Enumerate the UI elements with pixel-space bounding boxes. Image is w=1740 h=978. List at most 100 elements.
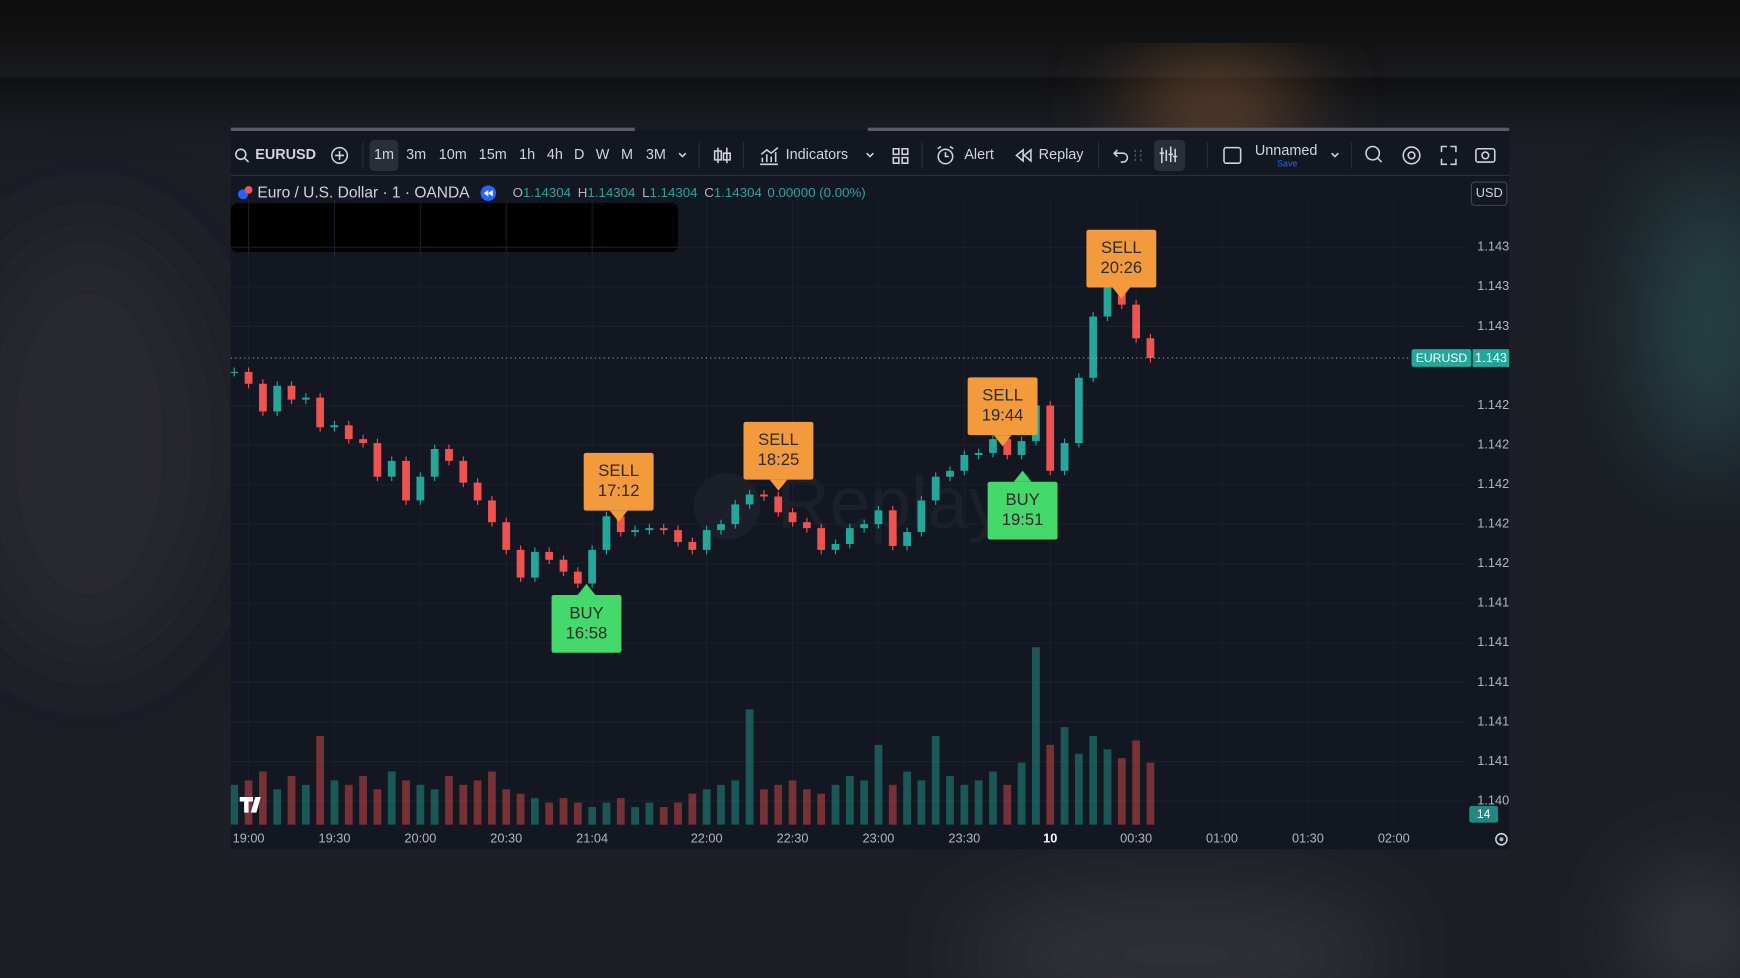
candle-body: [802, 522, 811, 529]
candle-body: [760, 494, 768, 497]
candle-body: [387, 460, 396, 477]
indicators-icon[interactable]: [760, 147, 779, 166]
signal-pointer: [1013, 470, 1032, 482]
plus-icon: [335, 150, 345, 160]
x-tick-label: 21:04: [576, 831, 608, 846]
candle-body: [788, 512, 797, 523]
save-label[interactable]: Save: [1277, 159, 1297, 169]
replay-button[interactable]: Replay: [1039, 147, 1085, 163]
symbol-name[interactable]: Euro / U.S. Dollar · 1 · OANDA: [257, 184, 470, 201]
candle-body: [445, 449, 453, 461]
x-tick-label: 19:30: [319, 831, 351, 846]
fullscreen-button[interactable]: [1440, 145, 1457, 166]
symbol[interactable]: EURUSD: [255, 147, 316, 163]
volume-bar: [488, 771, 496, 825]
settings-button[interactable]: [1402, 146, 1421, 165]
candle-body: [559, 559, 568, 572]
y-tick-label: 1.143: [1477, 318, 1509, 333]
volume-bar: [402, 780, 410, 825]
indicators-menu[interactable]: [866, 152, 874, 158]
snapshot-icon: [1481, 151, 1490, 160]
interval-button[interactable]: 10m: [439, 147, 467, 163]
alert-button[interactable]: Alert: [964, 147, 994, 163]
candle-body: [273, 385, 282, 412]
interval-menu[interactable]: [678, 152, 687, 158]
layout-icon[interactable]: [1223, 146, 1242, 164]
signal-time: 19:51: [1002, 510, 1044, 529]
interval-button[interactable]: W: [596, 147, 610, 163]
candle-body: [244, 371, 253, 384]
ohlc-key: O: [513, 185, 523, 200]
volume-bar: [645, 802, 654, 825]
replay-bars-button[interactable]: [1154, 139, 1186, 171]
replay-bars-icon: [1159, 146, 1178, 164]
candle-body: [373, 443, 382, 477]
axis-settings[interactable]: [1495, 832, 1508, 846]
signal-box: [551, 595, 622, 653]
x-tick-label: 10: [1043, 831, 1057, 846]
replay-icon[interactable]: [1015, 148, 1032, 163]
alert-icon[interactable]: [937, 148, 954, 165]
y-tick-label: 1.142: [1477, 516, 1509, 531]
volume-bar: [760, 789, 768, 825]
indicators-button[interactable]: Indicators: [786, 147, 848, 163]
candle-body: [946, 470, 954, 477]
candle-body: [230, 371, 239, 373]
y-tick-label: 1.143: [1477, 278, 1509, 293]
interval-button[interactable]: 1m: [374, 147, 394, 163]
candle-body: [573, 571, 582, 584]
volume-bar: [1132, 740, 1141, 825]
signal-box: [743, 421, 814, 480]
interval-button[interactable]: 15m: [479, 147, 507, 163]
x-tick-label: 22:00: [691, 831, 723, 846]
x-tick-label: 00:30: [1120, 831, 1152, 846]
compare-button[interactable]: [331, 146, 349, 164]
x-tick-label: 20:00: [404, 831, 436, 846]
interval-button[interactable]: 3m: [406, 147, 426, 163]
volume-bar: [416, 784, 425, 825]
volume-bar: [817, 793, 826, 825]
candle-body: [874, 510, 883, 525]
undo-button[interactable]: [1113, 149, 1129, 163]
candle-body: [316, 397, 325, 428]
interval-button[interactable]: 1h: [519, 147, 535, 163]
interval-button[interactable]: 4h: [547, 147, 563, 163]
interval-button[interactable]: M: [621, 147, 633, 163]
signal-time: 18:25: [758, 450, 800, 469]
chart-type-button[interactable]: [713, 147, 731, 164]
signal-time: 20:26: [1101, 258, 1143, 277]
snapshot-button[interactable]: [1475, 147, 1496, 163]
candle-body: [473, 482, 482, 501]
candle-body: [1017, 441, 1026, 455]
candle-body: [1074, 377, 1083, 444]
layout-name[interactable]: Unnamed: [1255, 143, 1317, 159]
candle-body: [702, 530, 711, 550]
templates-button[interactable]: [892, 147, 909, 164]
volume-bar: [960, 784, 969, 825]
price-symbol: EURUSD: [1416, 351, 1468, 365]
layout-menu[interactable]: [1331, 152, 1339, 158]
search-icon[interactable]: [235, 148, 247, 161]
volume-bar: [387, 771, 396, 825]
candle-body: [717, 524, 725, 531]
candle-body: [645, 528, 654, 531]
candle-body: [774, 496, 783, 513]
candle-body: [301, 397, 310, 400]
volume-bar: [559, 798, 568, 825]
currency-box[interactable]: [1470, 181, 1508, 206]
toolbar: EURUSD Indicators Alert Replay Unnamed S…: [235, 139, 1496, 171]
currency[interactable]: USD: [1476, 185, 1503, 200]
volume-bar: [702, 789, 711, 825]
drag-handle: [1134, 149, 1142, 161]
volume-bar: [802, 789, 811, 825]
candle-body: [287, 385, 296, 400]
candle-body: [974, 452, 983, 455]
volume-bar: [745, 709, 754, 825]
quick-search-button[interactable]: [1365, 145, 1381, 161]
interval-button[interactable]: D: [574, 147, 584, 163]
y-tick-label: 1.140: [1477, 792, 1509, 807]
candle-body: [1103, 271, 1112, 317]
interval-button[interactable]: 3M: [646, 147, 666, 163]
volume-bar: [258, 771, 267, 825]
candle-body: [1003, 439, 1012, 455]
